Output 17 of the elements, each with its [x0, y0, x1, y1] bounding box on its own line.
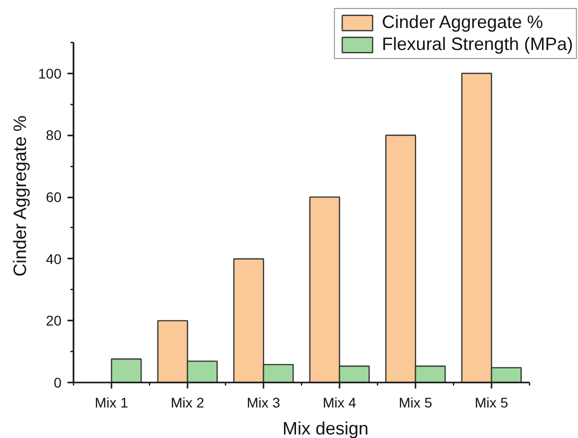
y-tick-label: 20	[46, 312, 62, 329]
y-tick-label: 40	[46, 250, 62, 267]
x-tick-label: Mix 5	[474, 394, 508, 410]
bar	[110, 358, 142, 382]
legend-label: Cinder Aggregate %	[382, 12, 544, 33]
x-tick-label: Mix 2	[170, 394, 204, 410]
legend-label: Flexural Strength (MPa)	[382, 34, 573, 55]
x-tick-label: Mix 1	[94, 394, 128, 410]
x-tick-label: Mix 4	[322, 394, 356, 410]
y-tick-label: 100	[38, 65, 62, 82]
y-tick-label: 0	[54, 374, 62, 390]
x-tick-label: Mix 3	[246, 394, 280, 410]
x-tick-label: Mix 5	[398, 394, 432, 410]
y-tick-label: 60	[46, 189, 62, 206]
x-axis-title: Mix design	[282, 418, 369, 438]
y-axis-title: Cinder Aggregate %	[10, 115, 30, 277]
y-tick-label: 80	[46, 127, 62, 144]
